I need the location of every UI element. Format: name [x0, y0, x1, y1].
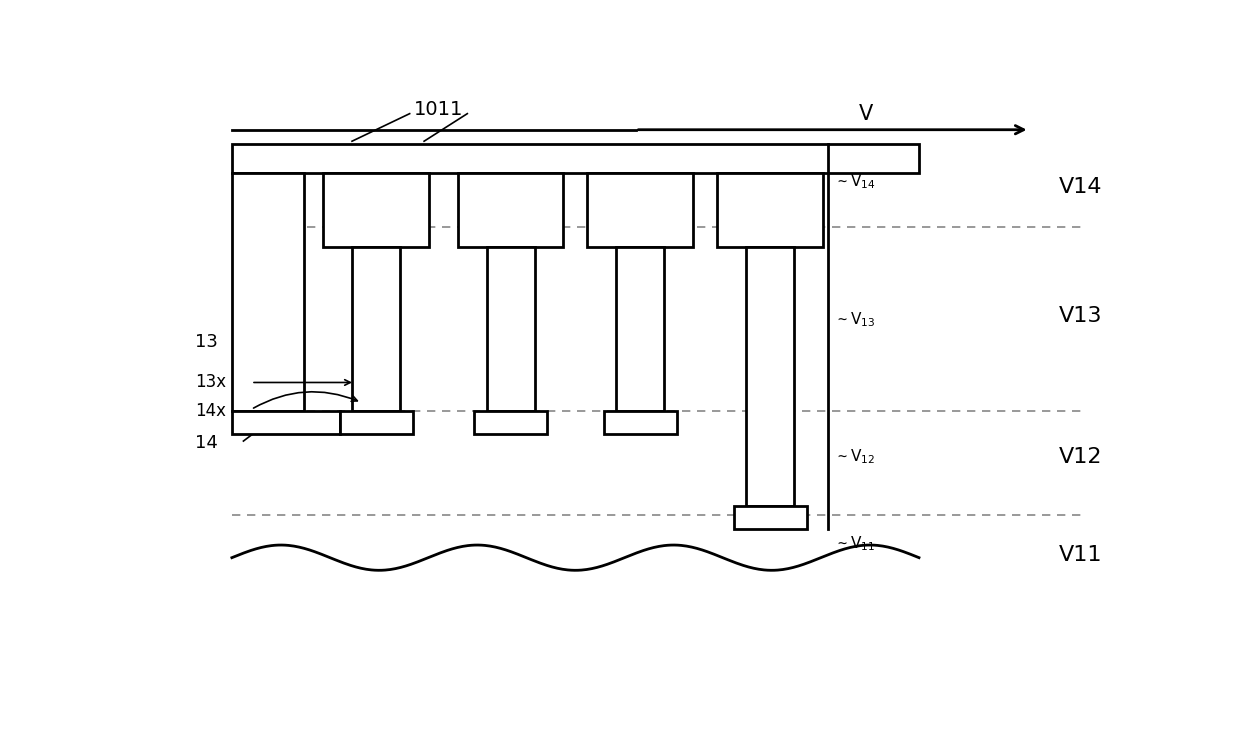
Bar: [232, 144, 919, 173]
Text: 14: 14: [196, 433, 218, 452]
Bar: [604, 411, 677, 434]
Bar: [474, 411, 547, 434]
Text: $\mathtt{\sim}$V$_{12}$: $\mathtt{\sim}$V$_{12}$: [836, 448, 875, 466]
Bar: [458, 173, 563, 248]
Text: 13x: 13x: [196, 374, 227, 392]
Bar: [232, 173, 304, 411]
Bar: [746, 248, 794, 506]
Text: V11: V11: [1058, 545, 1102, 565]
Text: V: V: [859, 104, 873, 124]
Bar: [616, 248, 665, 411]
Bar: [232, 411, 340, 434]
Text: V13: V13: [1058, 307, 1102, 327]
Bar: [734, 506, 806, 529]
Text: 14x: 14x: [196, 402, 227, 420]
Text: $\mathtt{\sim}$V$_{11}$: $\mathtt{\sim}$V$_{11}$: [836, 534, 875, 553]
Bar: [717, 173, 823, 248]
Bar: [588, 173, 693, 248]
Text: V12: V12: [1058, 447, 1102, 467]
Text: 1011: 1011: [414, 100, 464, 119]
Bar: [486, 248, 534, 411]
Text: $\mathtt{\sim}$V$_{13}$: $\mathtt{\sim}$V$_{13}$: [836, 310, 875, 329]
Text: V14: V14: [1058, 177, 1102, 197]
Text: 13: 13: [196, 333, 218, 351]
Bar: [324, 173, 429, 248]
Bar: [352, 248, 401, 411]
Text: $\mathtt{\sim}$V$_{14}$: $\mathtt{\sim}$V$_{14}$: [836, 172, 875, 191]
Bar: [340, 411, 413, 434]
